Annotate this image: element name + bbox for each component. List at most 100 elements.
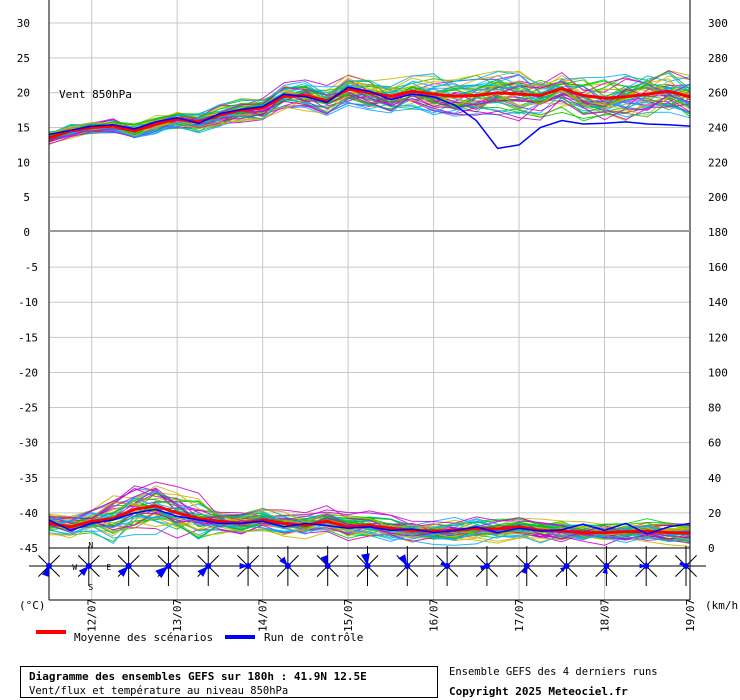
tick-labels: 302520151050300280260240220200-5-10-15-2… [17,17,728,632]
wind-rose-sector [117,566,129,577]
wind-rose [427,546,468,586]
wind-rose [68,546,109,586]
wind-rose-center [165,563,172,569]
ensemble-member-line [48,511,691,541]
wind-rose [307,546,348,586]
compass-letter-w: W [72,563,77,572]
left-tick-label: -30 [18,437,38,450]
ensemble-member-line [48,503,691,545]
ensemble-member-line [48,71,691,141]
date-tick-label: 14/07 [257,599,270,632]
left-tick-label: 30 [17,17,30,30]
info-box: Diagramme des ensembles GEFS sur 180h : … [20,666,438,698]
wind-rose-sector [320,555,328,566]
wind-rose-center [563,563,570,569]
wind-rose-center [125,563,132,569]
left-tick-label: -20 [18,366,38,379]
wind-rose [387,546,428,586]
wind-rose-sector [279,556,288,566]
wind-rose-center [364,563,371,569]
wind-control-line [48,86,691,150]
left-tick-label: 20 [17,87,30,100]
ensemble-chart: 302520151050300280260240220200-5-10-15-2… [17,0,740,644]
plot-frame [48,0,691,601]
right-tick-label: 200 [708,191,728,204]
wind-mean-line [48,86,691,140]
left-tick-label: 10 [17,156,30,169]
right-tick-label: 120 [708,331,728,344]
wind-rose [506,546,547,586]
ensemble-member-line [48,82,691,139]
temp-control-line [48,508,691,535]
wind-rose [586,546,627,586]
copyright: Copyright 2025 Meteociel.fr [449,685,628,698]
legend: Moyenne des scénarios Run de contrôle [36,630,363,644]
runs-label: Ensemble GEFS des 4 derniers runs [449,666,658,678]
wind-rose-center [205,563,212,569]
wind-rose-center [523,563,530,569]
legend-mean-label: Moyenne des scénarios [74,631,213,644]
wind-rose-center [284,563,291,569]
left-tick-label: -10 [18,296,38,309]
date-tick-label: 19/07 [684,599,697,632]
wind-rose-sector [78,566,89,576]
left-unit-label: (°C) [19,599,46,612]
main-series [48,86,691,535]
ensemble-member-line [48,507,691,539]
date-tick-label: 18/07 [599,599,612,632]
date-tick-label: 16/07 [428,599,441,632]
wind-rose [626,546,667,586]
right-tick-label: 20 [708,507,721,520]
wind-rose-center [603,563,610,569]
right-tick-label: 140 [708,296,728,309]
left-tick-label: 0 [23,226,30,239]
right-unit-label: (km/h) [705,599,740,612]
wind-rose-row: N S W E [29,541,706,592]
right-tick-label: 80 [708,402,721,415]
wind-rose [29,546,69,586]
left-tick-label: -40 [18,507,38,520]
date-tick-label: 13/07 [171,599,184,632]
wind-rose-sector [361,553,370,566]
wind-rose-center [683,563,689,569]
wind-rose-center [643,563,650,569]
wind-rose [188,546,229,586]
right-tick-label: 300 [708,17,728,30]
wind-rose [546,546,587,586]
wind-rose-sector [155,566,169,579]
right-tick-label: 260 [708,87,728,100]
wind-annotation: Vent 850hPa [59,88,132,101]
right-tick-label: 40 [708,472,721,485]
wind-rose-center [245,563,252,569]
right-tick-label: 180 [708,226,728,239]
right-tick-label: 160 [708,261,728,274]
legend-control-label: Run de contrôle [264,631,363,644]
left-tick-label: 15 [17,122,30,135]
compass-letter-e: E [106,563,111,572]
chart-title: Diagramme des ensembles GEFS sur 180h : … [29,670,367,683]
ensemble-members [48,69,691,547]
wind-rose [108,546,149,586]
date-tick-label: 12/07 [86,599,99,632]
chart-subtitle: Vent/flux et température au niveau 850hP… [29,685,289,697]
wind-rose-sector [398,554,408,566]
left-tick-label: -35 [18,472,38,485]
left-tick-label: 25 [17,52,30,65]
left-tick-label: -45 [18,542,38,555]
right-tick-label: 100 [708,366,728,379]
wind-rose-sector [41,566,49,577]
compass-letter-n: N [88,541,93,550]
wind-rose-center [444,563,451,569]
right-tick-label: 240 [708,122,728,135]
wind-rose [148,546,189,586]
wind-rose-center [324,563,331,569]
left-tick-label: -5 [25,261,38,274]
wind-rose-sector [239,562,249,570]
wind-rose-center [85,563,92,569]
wind-rose-center [483,563,490,569]
left-tick-label: -25 [18,402,38,415]
right-tick-label: 60 [708,437,721,450]
date-tick-label: 17/07 [513,599,526,632]
wind-rose-sector [197,566,209,577]
wind-rose-sector [639,563,647,569]
